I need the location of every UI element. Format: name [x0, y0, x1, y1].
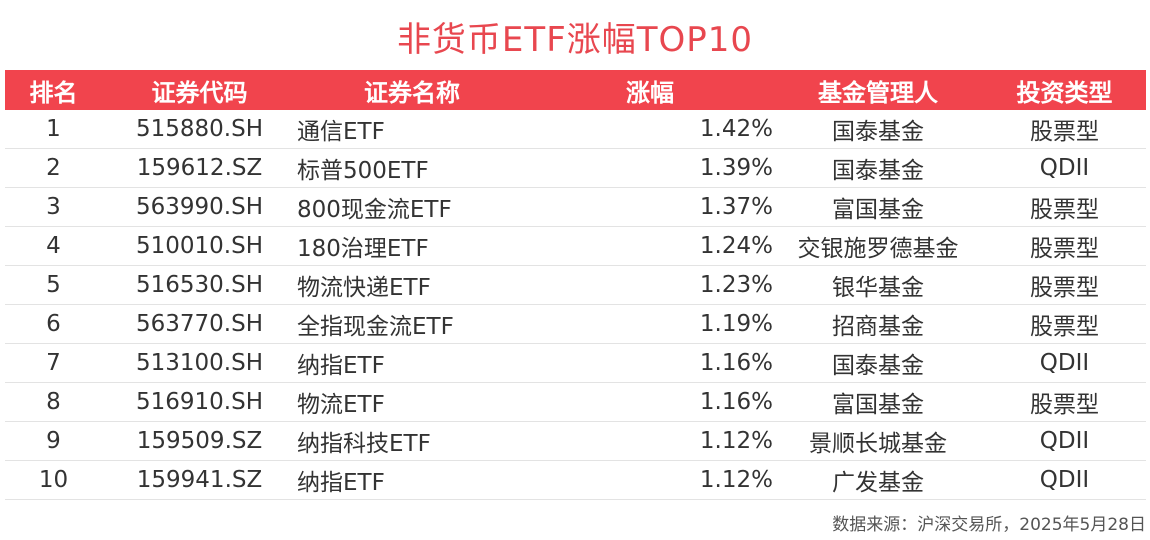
table-row: 4 510010.SH 180治理ETF 1.24% 交银施罗德基金 股票型 — [5, 226, 1146, 266]
cell-manager: 富国基金 — [773, 382, 983, 422]
cell-code: 513100.SH — [102, 343, 297, 383]
header-name: 证券名称 — [297, 70, 527, 110]
cell-name: 标普500ETF — [297, 148, 527, 188]
cell-manager: 交银施罗德基金 — [773, 226, 983, 266]
cell-type: 股票型 — [983, 382, 1146, 422]
cell-change: 1.16% — [527, 382, 773, 422]
cell-manager: 国泰基金 — [773, 148, 983, 188]
cell-rank: 6 — [5, 304, 102, 344]
cell-type: QDII — [983, 460, 1146, 500]
cell-type: 股票型 — [983, 226, 1146, 266]
cell-rank: 2 — [5, 148, 102, 188]
cell-change: 1.24% — [527, 226, 773, 266]
cell-type: 股票型 — [983, 304, 1146, 344]
cell-rank: 4 — [5, 226, 102, 266]
cell-rank: 9 — [5, 421, 102, 461]
cell-code: 159612.SZ — [102, 148, 297, 188]
cell-code: 515880.SH — [102, 110, 297, 149]
cell-name: 纳指ETF — [297, 343, 527, 383]
cell-rank: 3 — [5, 187, 102, 227]
header-manager: 基金管理人 — [773, 70, 983, 110]
cell-name: 180治理ETF — [297, 226, 527, 266]
table-header-row: 排名 证券代码 证券名称 涨幅 基金管理人 投资类型 — [5, 70, 1146, 110]
cell-type: QDII — [983, 421, 1146, 461]
data-source-note: 数据来源：沪深交易所，2025年5月28日 — [832, 515, 1146, 535]
header-change: 涨幅 — [527, 70, 773, 110]
cell-name: 全指现金流ETF — [297, 304, 527, 344]
cell-change: 1.16% — [527, 343, 773, 383]
table-row: 7 513100.SH 纳指ETF 1.16% 国泰基金 QDII — [5, 343, 1146, 383]
cell-rank: 7 — [5, 343, 102, 383]
table-row: 5 516530.SH 物流快递ETF 1.23% 银华基金 股票型 — [5, 265, 1146, 305]
cell-manager: 国泰基金 — [773, 343, 983, 383]
cell-change: 1.12% — [527, 421, 773, 461]
cell-manager: 招商基金 — [773, 304, 983, 344]
cell-code: 159509.SZ — [102, 421, 297, 461]
cell-change: 1.39% — [527, 148, 773, 188]
cell-name: 物流ETF — [297, 382, 527, 422]
cell-code: 563990.SH — [102, 187, 297, 227]
cell-name: 通信ETF — [297, 110, 527, 149]
cell-type: QDII — [983, 148, 1146, 188]
cell-manager: 国泰基金 — [773, 110, 983, 149]
table-row: 2 159612.SZ 标普500ETF 1.39% 国泰基金 QDII — [5, 148, 1146, 188]
cell-change: 1.37% — [527, 187, 773, 227]
cell-code: 510010.SH — [102, 226, 297, 266]
cell-name: 800现金流ETF — [297, 187, 527, 227]
table-row: 10 159941.SZ 纳指ETF 1.12% 广发基金 QDII — [5, 460, 1146, 500]
cell-manager: 富国基金 — [773, 187, 983, 227]
cell-rank: 1 — [5, 110, 102, 149]
cell-type: 股票型 — [983, 187, 1146, 227]
table-row: 1 515880.SH 通信ETF 1.42% 国泰基金 股票型 — [5, 110, 1146, 149]
cell-name: 纳指ETF — [297, 460, 527, 500]
cell-type: QDII — [983, 343, 1146, 383]
cell-name: 物流快递ETF — [297, 265, 527, 305]
cell-type: 股票型 — [983, 110, 1146, 149]
cell-rank: 8 — [5, 382, 102, 422]
cell-manager: 景顺长城基金 — [773, 421, 983, 461]
header-code: 证券代码 — [102, 70, 297, 110]
cell-code: 516910.SH — [102, 382, 297, 422]
cell-change: 1.12% — [527, 460, 773, 500]
cell-rank: 10 — [5, 460, 102, 500]
etf-ranking-table: 排名 证券代码 证券名称 涨幅 基金管理人 投资类型 1 515880.SH 通信E… — [5, 70, 1146, 500]
cell-change: 1.23% — [527, 265, 773, 305]
cell-change: 1.42% — [527, 110, 773, 149]
header-rank: 排名 — [5, 70, 102, 110]
chart-title: 非货币ETF涨幅TOP10 — [396, 20, 754, 60]
cell-type: 股票型 — [983, 265, 1146, 305]
table-row: 6 563770.SH 全指现金流ETF 1.19% 招商基金 股票型 — [5, 304, 1146, 344]
header-type: 投资类型 — [983, 70, 1146, 110]
table-row: 3 563990.SH 800现金流ETF 1.37% 富国基金 股票型 — [5, 187, 1146, 227]
cell-code: 563770.SH — [102, 304, 297, 344]
cell-code: 159941.SZ — [102, 460, 297, 500]
cell-manager: 银华基金 — [773, 265, 983, 305]
cell-code: 516530.SH — [102, 265, 297, 305]
cell-name: 纳指科技ETF — [297, 421, 527, 461]
cell-manager: 广发基金 — [773, 460, 983, 500]
cell-rank: 5 — [5, 265, 102, 305]
table-row: 9 159509.SZ 纳指科技ETF 1.12% 景顺长城基金 QDII — [5, 421, 1146, 461]
cell-change: 1.19% — [527, 304, 773, 344]
table-row: 8 516910.SH 物流ETF 1.16% 富国基金 股票型 — [5, 382, 1146, 422]
